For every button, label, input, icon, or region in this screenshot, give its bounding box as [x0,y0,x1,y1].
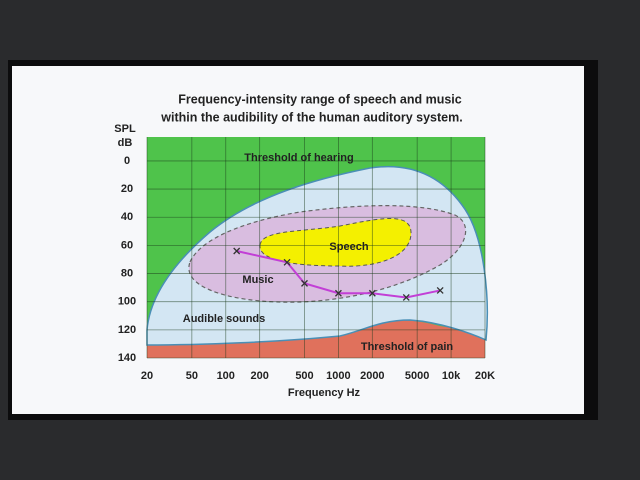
y-tick-label: 40 [121,211,133,223]
data-point [283,258,291,266]
annotation: Threshold of hearing [244,152,353,164]
x-axis-label: Frequency Hz [288,387,361,399]
y-tick-label: 60 [121,239,133,251]
y-tick-label: 0 [124,155,130,167]
y-tick-label: 120 [118,324,136,336]
data-point [368,289,376,297]
y-tick-label: 80 [121,267,133,279]
x-tick-label: 2000 [360,370,384,382]
x-tick-label: 500 [295,370,313,382]
x-tick-label: 50 [186,370,198,382]
plot [146,137,486,359]
annotation: Speech [329,241,368,253]
title-line: Frequency-intensity range of speech and … [178,92,461,106]
y-tick-label: 20 [121,183,133,195]
data-point [301,279,308,287]
x-tick-label: 20K [475,370,495,382]
data-point [436,286,444,294]
data-point [402,294,410,301]
annotation: Audible sounds [183,313,266,325]
annotation: Threshold of pain [361,341,454,353]
x-tick-label: 20 [141,370,153,382]
annotation: Music [242,274,273,286]
x-tick-label: 100 [217,370,235,382]
data-point [233,247,241,255]
x-tick-label: 200 [250,370,268,382]
y-axis-label: SPL [114,123,136,135]
speech-area [259,218,412,267]
title-line: within the audibility of the human audit… [160,110,462,124]
x-tick-label: 10k [442,370,461,382]
y-tick-label: 100 [118,296,136,308]
y-axis-label: dB [118,137,133,149]
x-tick-label: 1000 [326,370,350,382]
data-point [334,289,342,297]
y-tick-label: 140 [118,352,136,364]
x-tick-label: 5000 [405,370,429,382]
